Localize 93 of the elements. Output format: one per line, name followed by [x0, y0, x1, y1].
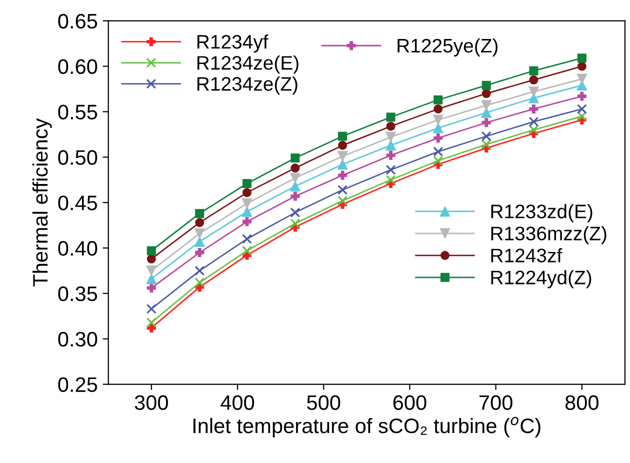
point — [146, 283, 156, 292]
point — [577, 62, 586, 71]
point — [194, 278, 205, 288]
x-axis-title: Inlet temperature of sCO₂ turbine ($^{o}$C) — [193, 416, 540, 438]
point — [338, 170, 348, 180]
point — [386, 150, 396, 160]
y-tick-label: 0.35 — [58, 286, 98, 302]
point — [577, 54, 586, 63]
y-tick-label: 0.30 — [58, 332, 98, 347]
point — [146, 246, 156, 256]
y-axis-title: Thermal efficiency — [32, 118, 52, 286]
y-tick-label: 0.25 — [58, 377, 98, 392]
point — [577, 92, 586, 101]
point — [146, 318, 156, 328]
legend-label: R1243zf — [491, 248, 562, 262]
point — [386, 122, 396, 131]
legend-label: R1234yf — [197, 34, 268, 53]
point — [146, 304, 156, 314]
point — [242, 217, 252, 226]
legend-label: R1225ye(Z) — [398, 38, 498, 56]
legend-label: R1234ze(Z) — [197, 76, 298, 95]
point — [576, 111, 587, 122]
point — [386, 112, 396, 122]
point — [386, 132, 396, 142]
point — [146, 274, 157, 284]
x-tick-label: 300 — [134, 395, 168, 410]
point — [482, 89, 491, 98]
legend-label: R1234ze(E) — [197, 55, 298, 74]
y-tick-label: 0.65 — [58, 14, 98, 29]
point — [195, 218, 204, 228]
point — [528, 86, 539, 97]
point — [434, 95, 443, 104]
point — [528, 124, 539, 135]
point — [433, 146, 444, 157]
point — [386, 174, 396, 185]
point — [432, 122, 444, 134]
point — [434, 134, 443, 143]
x-tick-label: 500 — [307, 395, 340, 410]
point — [146, 254, 156, 264]
point — [242, 188, 252, 198]
point — [338, 132, 348, 141]
x-tick-label: 700 — [480, 395, 512, 410]
point — [386, 140, 396, 151]
point — [242, 206, 252, 217]
y-tick-label: 0.60 — [58, 59, 98, 74]
point — [576, 74, 588, 84]
y-tick-label: 0.40 — [58, 240, 98, 256]
y-tick-label: 0.55 — [58, 104, 98, 120]
point — [194, 236, 205, 247]
point — [481, 131, 492, 142]
point — [482, 118, 491, 128]
point — [337, 151, 348, 162]
legend-label: R1224yd(Z) — [491, 270, 592, 288]
point — [482, 80, 491, 90]
point — [290, 218, 300, 228]
point — [528, 116, 539, 127]
point — [146, 266, 157, 276]
legend-label: R1233zd(E) — [491, 204, 592, 222]
point — [481, 107, 492, 118]
point — [481, 139, 492, 150]
point — [290, 164, 300, 173]
point — [194, 228, 205, 239]
point — [194, 266, 205, 276]
point — [242, 246, 252, 256]
y-tick-label: 0.50 — [58, 150, 98, 165]
y-tick-label: 0.45 — [58, 196, 98, 210]
point — [290, 180, 300, 192]
point — [242, 178, 252, 188]
point — [434, 104, 443, 114]
x-tick-label: 600 — [393, 395, 426, 410]
point — [337, 159, 348, 170]
point — [433, 156, 444, 166]
point — [529, 75, 538, 84]
point — [242, 198, 252, 209]
point — [290, 192, 300, 201]
x-tick-label: 400 — [220, 395, 254, 410]
point — [338, 196, 348, 206]
point — [529, 104, 538, 114]
point — [290, 154, 300, 163]
legend-label: R1336mzz(Z) — [491, 226, 606, 244]
point — [290, 208, 300, 218]
x-tick-label: 800 — [565, 395, 598, 410]
point — [195, 208, 204, 218]
point — [195, 248, 204, 258]
point — [290, 172, 300, 184]
point — [481, 100, 492, 111]
point — [242, 234, 252, 244]
point — [386, 164, 396, 175]
point — [576, 104, 587, 114]
point — [529, 66, 538, 76]
point — [432, 114, 444, 126]
point — [338, 140, 348, 150]
point — [338, 184, 348, 195]
